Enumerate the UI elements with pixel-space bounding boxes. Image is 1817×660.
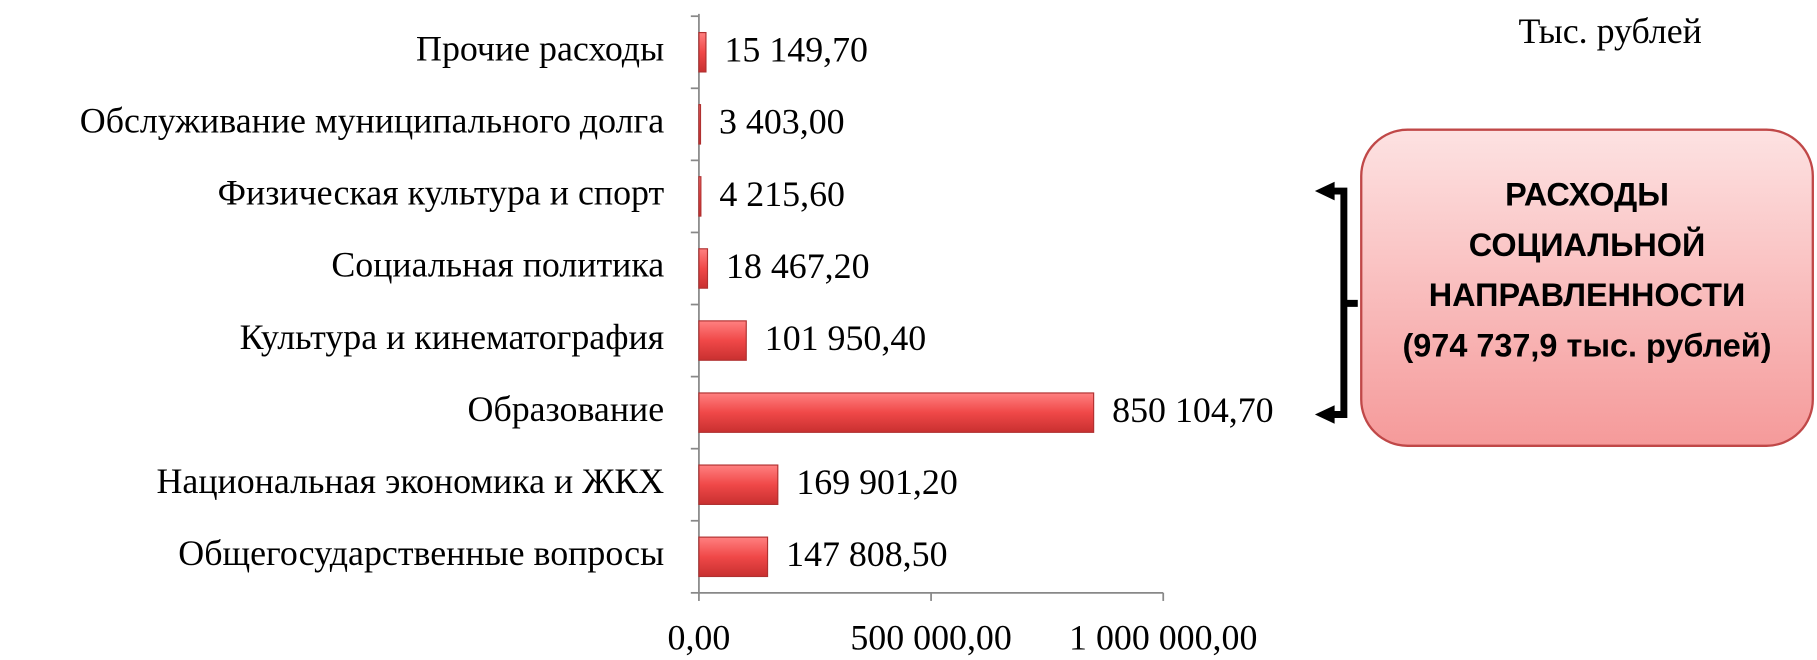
bracket-arrows bbox=[1314, 181, 1335, 424]
value-label: 18 467,20 bbox=[726, 246, 870, 286]
value-label: 147 808,50 bbox=[786, 534, 947, 574]
bar bbox=[698, 536, 769, 578]
y-tick-label: Общегосударственные вопросы bbox=[178, 533, 664, 573]
y-tick-label: Социальная политика bbox=[331, 245, 664, 285]
x-tick-label: 1 000 000,00 bbox=[1069, 618, 1257, 658]
callout-box bbox=[1360, 128, 1814, 447]
bracket bbox=[1326, 187, 1358, 418]
value-label: 3 403,00 bbox=[719, 102, 845, 142]
bar bbox=[698, 320, 747, 361]
callout-line: (974 737,9 тыс. рублей) bbox=[1403, 328, 1772, 364]
y-tick-label: Обслуживание муниципального долга bbox=[80, 101, 664, 141]
y-tick-label: Физическая культура и спорт bbox=[218, 173, 665, 213]
bar bbox=[698, 176, 702, 217]
callout: РАСХОДЫ СОЦИАЛЬНОЙ НАПРАВЛЕННОСТИ (974 737,… bbox=[1403, 176, 1772, 363]
x-tick-label: 0,00 bbox=[668, 618, 731, 658]
callout-line: РАСХОДЫ bbox=[1505, 176, 1669, 212]
y-tick-label: Прочие расходы bbox=[416, 28, 664, 68]
value-label: 101 950,40 bbox=[765, 318, 926, 358]
y-tick-label: Образование bbox=[468, 389, 665, 429]
bar bbox=[698, 248, 709, 289]
y-tick-label: Национальная экономика и ЖКХ bbox=[156, 461, 664, 501]
bar bbox=[698, 464, 779, 505]
unit-label: Тыс. рублей bbox=[1518, 11, 1701, 51]
value-label: 850 104,70 bbox=[1112, 390, 1273, 430]
callout-line: СОЦИАЛЬНОЙ bbox=[1469, 225, 1706, 263]
bar bbox=[698, 392, 1095, 433]
value-label: 4 215,60 bbox=[719, 174, 845, 214]
x-tick-label: 500 000,00 bbox=[850, 618, 1011, 658]
value-label: 169 901,20 bbox=[796, 462, 957, 502]
bar bbox=[698, 31, 707, 73]
value-label: 15 149,70 bbox=[724, 30, 868, 70]
callout-line: НАПРАВЛЕННОСТИ bbox=[1429, 277, 1745, 313]
y-tick-label: Культура и кинематография bbox=[240, 317, 665, 357]
bar bbox=[698, 104, 702, 145]
